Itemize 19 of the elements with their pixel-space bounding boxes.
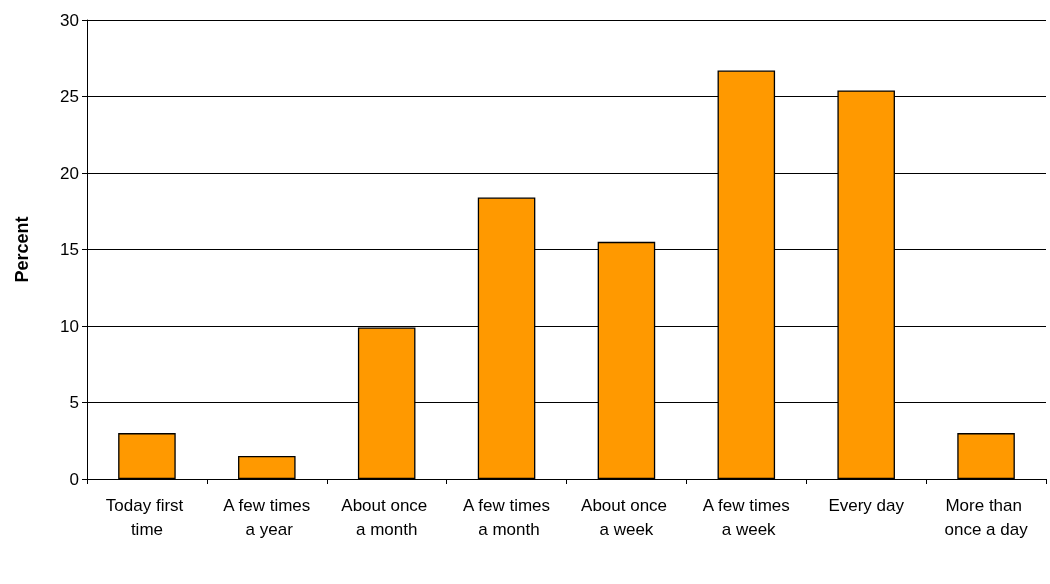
y-tick-label: 0 — [69, 469, 79, 489]
x-tick-label: Today first time — [105, 495, 189, 539]
x-tick-label: About once a week — [581, 495, 672, 539]
y-tick-label: 20 — [60, 163, 79, 183]
y-tick-label: 5 — [69, 393, 79, 412]
bar — [957, 433, 1015, 479]
y-axis-title: Percent — [12, 216, 32, 283]
bar — [238, 456, 296, 479]
y-tick-label: 10 — [60, 316, 79, 336]
x-tick-label: A few times a year — [223, 495, 311, 539]
bar — [118, 433, 176, 479]
x-tick-label: Every day — [828, 495, 905, 515]
y-tick-label: 15 — [60, 240, 79, 259]
x-tick-label: A few times a month — [463, 495, 551, 539]
y-tick-label: 30 — [60, 10, 79, 30]
y-tick-label: 25 — [60, 87, 79, 106]
x-tick-label: About once a month — [341, 495, 433, 539]
x-tick-label: A few times a week — [702, 495, 790, 539]
x-tick-label: More than once a day — [944, 495, 1029, 539]
